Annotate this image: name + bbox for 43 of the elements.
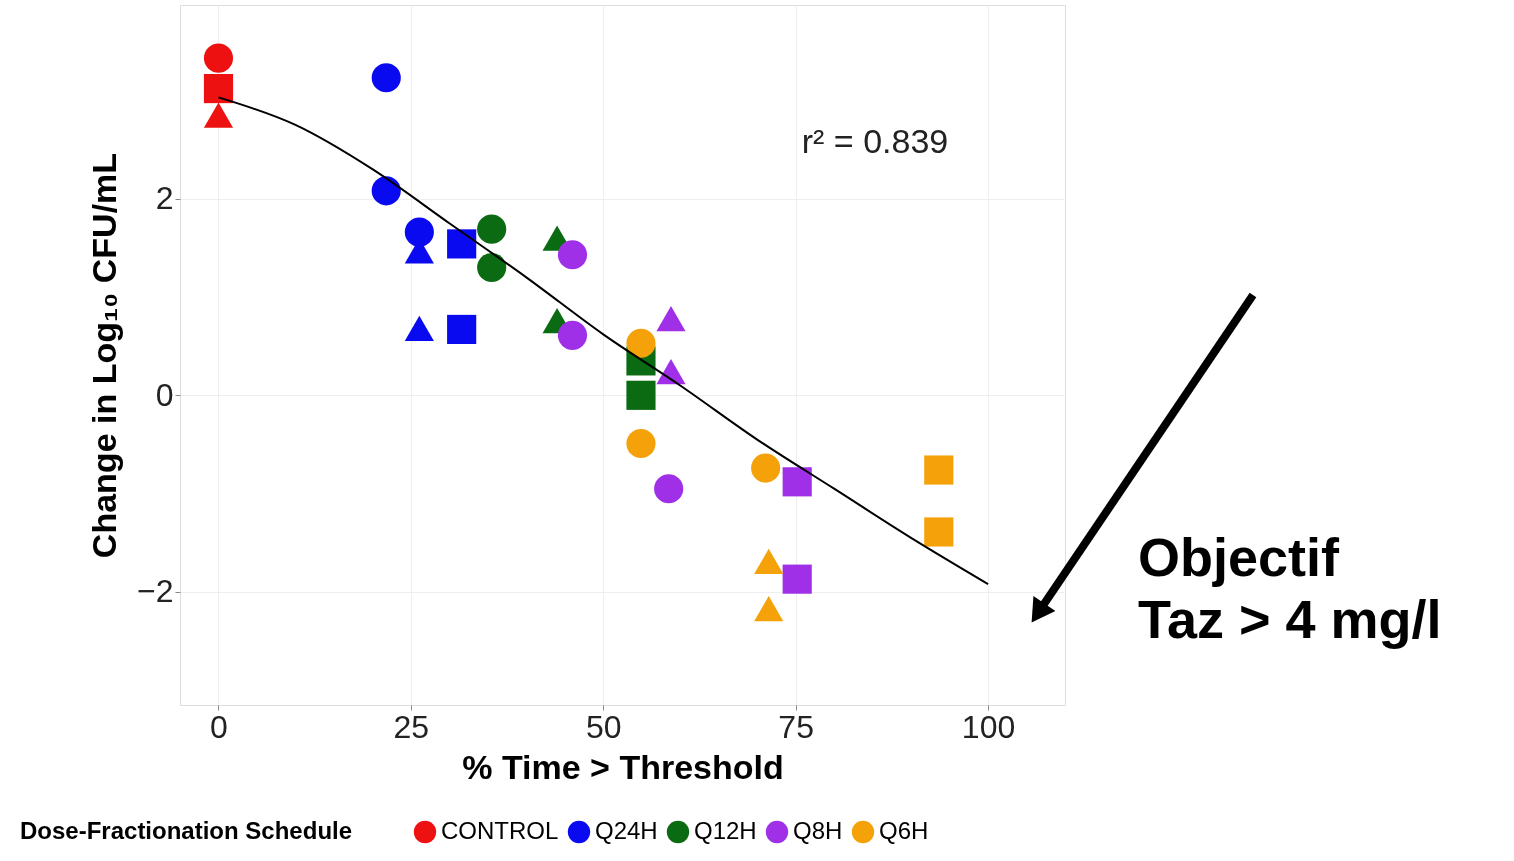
point <box>447 314 477 345</box>
x-axis-title: % Time > Threshold <box>462 747 784 786</box>
x-tick-label: 25 <box>393 708 430 745</box>
point <box>404 217 434 247</box>
point <box>557 320 588 350</box>
y-tick-label: −2 <box>137 573 174 610</box>
point <box>626 380 656 410</box>
point <box>754 596 784 622</box>
point <box>203 102 234 128</box>
point <box>626 328 656 358</box>
point <box>782 467 812 497</box>
y-tick-label: 2 <box>155 180 174 217</box>
point <box>447 229 477 259</box>
point <box>203 43 234 73</box>
point <box>656 306 686 332</box>
point <box>477 214 507 244</box>
point <box>404 315 434 342</box>
point <box>371 63 401 93</box>
x-tick-label: 75 <box>778 708 814 745</box>
x-tick-label: 0 <box>210 708 228 745</box>
legend-label: Q6H <box>879 817 929 844</box>
point <box>924 517 954 547</box>
annotation: r² = 0.839 <box>801 122 949 160</box>
point <box>626 428 656 459</box>
y-axis-title: Change in Log₁₀ CFU/mL <box>85 152 124 559</box>
x-tick-label: 50 <box>585 708 622 745</box>
y-tick-label: 0 <box>155 376 174 413</box>
legend-title: Dose-Fractionation Schedule <box>20 817 353 844</box>
point <box>782 564 812 594</box>
point <box>203 73 234 104</box>
point <box>654 474 684 504</box>
point <box>754 548 784 575</box>
legend-label: Q8H <box>793 817 843 844</box>
point <box>557 240 588 270</box>
point <box>371 176 401 206</box>
legend-label: CONTROL <box>441 817 559 844</box>
x-tick-label: 100 <box>961 708 1016 745</box>
point <box>477 252 507 283</box>
legend-label: Q24H <box>595 817 658 844</box>
point <box>751 453 781 483</box>
point <box>924 455 954 485</box>
text: Objectif Taz > 4 mg/l <box>1138 527 1442 649</box>
legend-label: Q12H <box>694 817 757 844</box>
